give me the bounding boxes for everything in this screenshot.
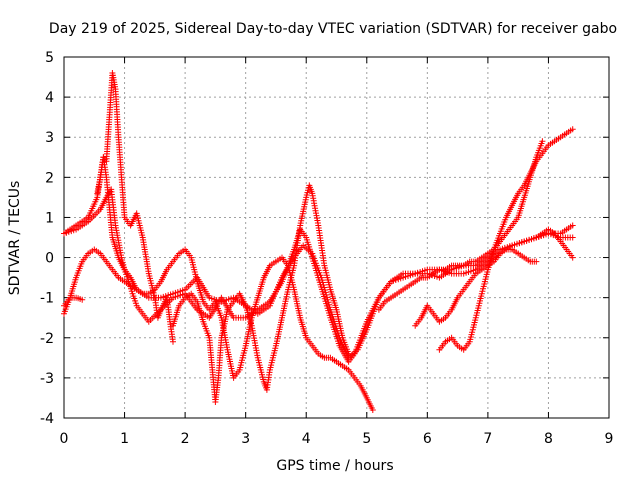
- series-track-10: [533, 226, 576, 261]
- series-markers: [61, 186, 576, 365]
- y-tick-label: 2: [45, 170, 54, 186]
- series-track-5: [61, 246, 376, 413]
- x-tick-label: 1: [120, 431, 129, 447]
- x-tick-label: 0: [60, 431, 69, 447]
- y-tick-label: 0: [45, 251, 54, 267]
- axis-ticks: 0 1 2 3 4 5 6 7 8 9 -4 -3 -2 -1 0 1 2 3 4 5: [40, 50, 613, 447]
- y-tick-label: -1: [40, 291, 54, 307]
- series-markers: [61, 246, 376, 413]
- y-tick-label: 3: [45, 130, 54, 146]
- y-tick-label: -2: [40, 331, 54, 347]
- series-markers: [61, 294, 86, 309]
- x-tick-label: 4: [302, 431, 311, 447]
- series-track-2: [61, 186, 576, 365]
- series-markers: [170, 182, 352, 405]
- series-track-3: [94, 70, 176, 345]
- series-track-4: [170, 182, 352, 405]
- y-axis-label: SDTVAR / TECUs: [7, 181, 23, 296]
- y-tick-label: 4: [45, 90, 54, 106]
- x-tick-label: 6: [423, 431, 432, 447]
- series-markers: [533, 226, 576, 261]
- y-tick-label: -4: [40, 411, 54, 427]
- y-tick-label: -3: [40, 371, 54, 387]
- y-tick-label: 5: [45, 50, 54, 66]
- series-markers: [94, 70, 176, 345]
- x-tick-label: 7: [483, 431, 492, 447]
- data-series: [61, 70, 576, 413]
- series-track-9: [436, 126, 576, 353]
- x-tick-label: 2: [181, 431, 190, 447]
- x-tick-label: 9: [605, 431, 614, 447]
- series-track-6: [61, 294, 86, 309]
- x-tick-label: 3: [241, 431, 250, 447]
- chart-title: Day 219 of 2025, Sidereal Day-to-day VTE…: [49, 21, 617, 37]
- series-markers: [436, 126, 576, 353]
- x-tick-label: 8: [544, 431, 553, 447]
- x-tick-label: 5: [362, 431, 371, 447]
- x-axis-label: GPS time / hours: [276, 458, 393, 474]
- y-tick-label: 1: [45, 210, 54, 226]
- plot-frame: [63, 56, 610, 419]
